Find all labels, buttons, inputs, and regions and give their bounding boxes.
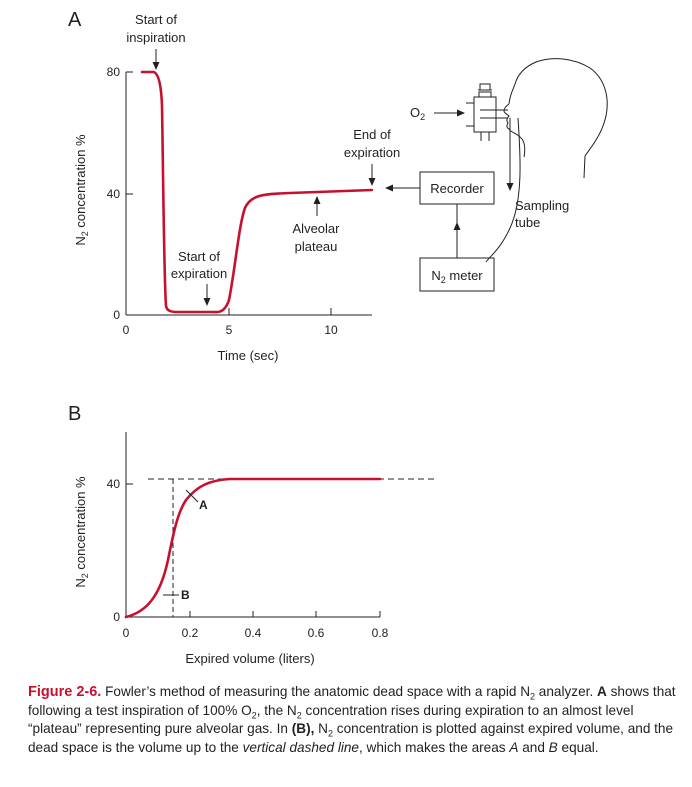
panel-b-y-axis-label: N2 concentration % <box>73 476 90 588</box>
end-expiration-label-line1: End of <box>353 127 391 142</box>
panel-b-xtick-label-02: 0.2 <box>182 626 199 640</box>
caption-text: analyzer. <box>535 684 597 699</box>
caption-subscript: 2 <box>327 728 333 739</box>
panel-b-ytick-label-40: 40 <box>107 477 121 491</box>
caption-subscript: 2 <box>530 691 536 702</box>
panel-a-y-axis-label: N2 concentration % <box>73 134 90 246</box>
start-inspiration-label-line1: Start of <box>135 12 177 27</box>
panel-b-xtick-label-0: 0 <box>123 626 130 640</box>
figure-caption: Figure 2-6. Fowler’s method of measuring… <box>28 683 676 757</box>
panel-b-xtick-label-08: 0.8 <box>372 626 389 640</box>
caption-text: , the N <box>256 702 297 718</box>
caption-text: equal. <box>557 739 599 755</box>
panel-a-x-axis-label: Time (sec) <box>218 348 279 363</box>
head-profile <box>503 58 608 179</box>
end-expiration-label-line2: expiration <box>344 145 400 160</box>
panel-a-ytick-label-40: 40 <box>107 187 121 201</box>
figure-graphic: A 80 40 0 0 5 10 Time (sec) N2 concentra… <box>68 9 608 666</box>
start-inspiration-label-line2: inspiration <box>126 30 185 45</box>
panel-a-xtick-label-10: 10 <box>324 323 338 337</box>
caption-bold: (B), <box>291 721 315 737</box>
o2-label: O2 <box>410 105 425 122</box>
area-a-pointer <box>185 489 199 503</box>
sampling-tube-label-line2: tube <box>515 215 540 230</box>
caption-italic: B <box>548 739 558 755</box>
panel-b-xtick-label-04: 0.4 <box>245 626 262 640</box>
panel-a-ytick-label-0: 0 <box>113 308 120 322</box>
apparatus-diagram <box>419 58 608 292</box>
panel-a-ytick-label-80: 80 <box>107 65 121 79</box>
caption-italic: A <box>509 739 519 755</box>
caption-text: and <box>518 739 549 755</box>
panel-a-xtick-label-0: 0 <box>123 323 130 337</box>
caption-text: , which makes the areas <box>359 739 510 755</box>
panel-b-xtick-label-06: 0.6 <box>308 626 325 640</box>
caption-subscript: 2 <box>296 710 302 721</box>
start-expiration-label-line1: Start of <box>178 249 220 264</box>
caption-italic: vertical dashed line <box>242 739 359 755</box>
caption-text: concentration rises during expiration to… <box>28 702 634 737</box>
area-a-label: A <box>199 498 208 512</box>
panel-b-ytick-label-0: 0 <box>113 610 120 624</box>
sampling-tube-label-line1: Sampling <box>515 198 569 213</box>
n2-meter-label: N2 meter <box>431 268 483 285</box>
figure-label: Figure 2-6. <box>28 684 102 700</box>
caption-bold: A <box>597 684 607 699</box>
caption-text: shows that following a test inspiration … <box>28 684 676 718</box>
area-b-label: B <box>181 588 190 602</box>
caption-text: concentration is plotted against expired… <box>28 721 674 755</box>
alveolar-plateau-label-line1: Alveolar <box>293 221 341 236</box>
recorder-label: Recorder <box>430 181 484 196</box>
caption-text: N <box>314 721 328 737</box>
panel-b-x-axis-label: Expired volume (liters) <box>185 651 314 666</box>
panel-a-n2-curve <box>140 70 374 314</box>
panel-a-xtick-label-5: 5 <box>226 323 233 337</box>
start-expiration-label-line2: expiration <box>171 266 227 281</box>
panel-b-label: B <box>68 403 81 425</box>
panel-b-n2-curve <box>124 477 382 619</box>
alveolar-plateau-label-line2: plateau <box>295 239 338 254</box>
caption-text: Fowler’s method of measuring the anatomi… <box>101 684 531 699</box>
panel-a-label: A <box>68 9 82 31</box>
caption-subscript: 2 <box>251 710 257 721</box>
